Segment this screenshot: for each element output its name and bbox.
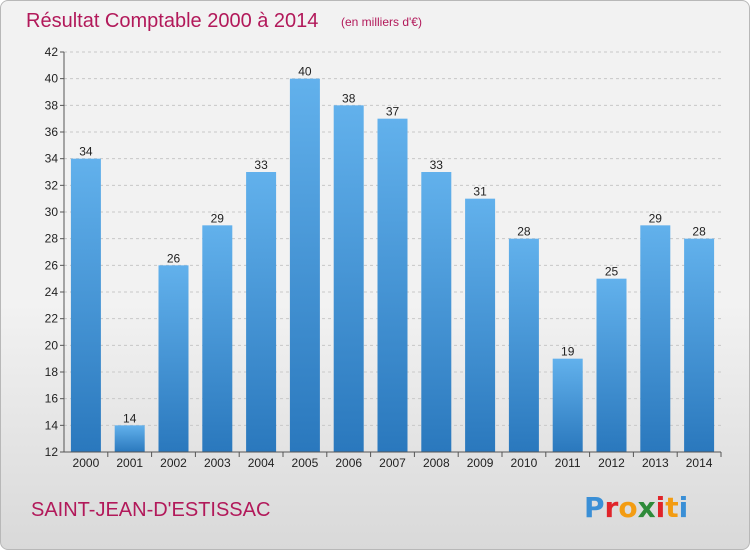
value-label-2002: 26 [167,251,181,265]
x-tick-label-2002: 2002 [160,456,187,470]
y-tick-label-30: 30 [45,205,59,219]
value-labels: 34 14 26 29 33 40 38 37 33 31 28 19 25 29 28 [79,65,706,426]
x-tick-label-2014: 2014 [686,456,713,470]
y-tick-label-22: 22 [45,312,59,326]
bar-2007 [377,118,408,453]
y-tick-label-16: 16 [45,392,59,406]
x-tick-label-2010: 2010 [511,456,538,470]
bar-2000 [70,158,101,452]
logo-letter: i [656,491,666,524]
x-tick-label-2004: 2004 [248,456,275,470]
value-label-2000: 34 [79,145,93,159]
chart-subtitle: (en milliers d'€) [341,15,422,29]
y-tick-label-20: 20 [45,338,59,352]
y-tick-label-14: 14 [45,418,59,432]
y-tick-label-12: 12 [45,445,59,459]
bar-2008 [421,172,452,452]
value-label-2009: 31 [473,185,487,199]
y-axis-ticks: 12 14 16 18 20 22 24 26 28 30 32 34 36 38 40 42 [45,45,64,459]
bar-2006 [333,105,364,452]
y-tick-label-38: 38 [45,98,59,112]
value-label-2013: 29 [649,211,663,225]
y-tick-label-24: 24 [45,285,59,299]
x-axis-ticks: 2000 2001 2002 2003 2004 2005 2006 2007 2008 2009… [73,452,722,470]
x-tick-label-2005: 2005 [292,456,319,470]
bar-2010 [508,238,539,452]
logo-letter: o [618,491,637,524]
x-tick-label-2013: 2013 [642,456,669,470]
x-tick-label-2007: 2007 [379,456,406,470]
x-tick-label-2006: 2006 [335,456,362,470]
logo-letter: t [665,491,678,524]
bar-2014 [684,238,715,452]
x-tick-label-2001: 2001 [116,456,143,470]
y-tick-label-34: 34 [45,152,59,166]
x-tick-label-2003: 2003 [204,456,231,470]
bar-2003 [202,225,233,452]
value-label-2011: 19 [561,345,575,359]
y-tick-label-36: 36 [45,125,59,139]
bar-2011 [552,358,583,452]
x-tick-label-2011: 2011 [555,456,581,470]
y-tick-label-42: 42 [45,45,59,59]
value-label-2001: 14 [123,411,137,425]
logo-letter: P [584,491,605,524]
value-label-2008: 33 [430,158,444,172]
value-label-2005: 40 [298,65,312,79]
y-tick-label-18: 18 [45,365,59,379]
value-label-2007: 37 [386,105,400,119]
logo-letter: i [679,491,689,524]
y-tick-label-32: 32 [45,178,59,192]
bar-2009 [465,198,496,452]
bar-2013 [640,225,671,452]
value-label-2003: 29 [211,211,225,225]
bars [70,78,715,453]
value-label-2010: 28 [517,225,531,239]
logo-letter: r [605,491,619,524]
commune-name: SAINT-JEAN-D'ESTISSAC [31,499,270,521]
x-tick-label-2009: 2009 [467,456,494,470]
y-tick-label-26: 26 [45,258,59,272]
chart-title: Résultat Comptable 2000 à 2014 [26,10,318,32]
bar-2001 [114,425,145,452]
value-label-2012: 25 [605,265,619,279]
bar-2002 [158,265,189,452]
value-label-2014: 28 [692,225,706,239]
y-tick-label-28: 28 [45,232,59,246]
value-label-2006: 38 [342,91,356,105]
proxiti-logo: Proxiti [584,491,688,524]
bar-2004 [246,172,277,452]
bar-2012 [596,278,627,452]
x-tick-label-2008: 2008 [423,456,450,470]
value-label-2004: 33 [254,158,268,172]
y-tick-label-40: 40 [45,72,59,86]
x-tick-label-2012: 2012 [598,456,625,470]
logo-letter: x [638,491,656,524]
bar-2005 [289,78,320,453]
x-tick-label-2000: 2000 [73,456,100,470]
